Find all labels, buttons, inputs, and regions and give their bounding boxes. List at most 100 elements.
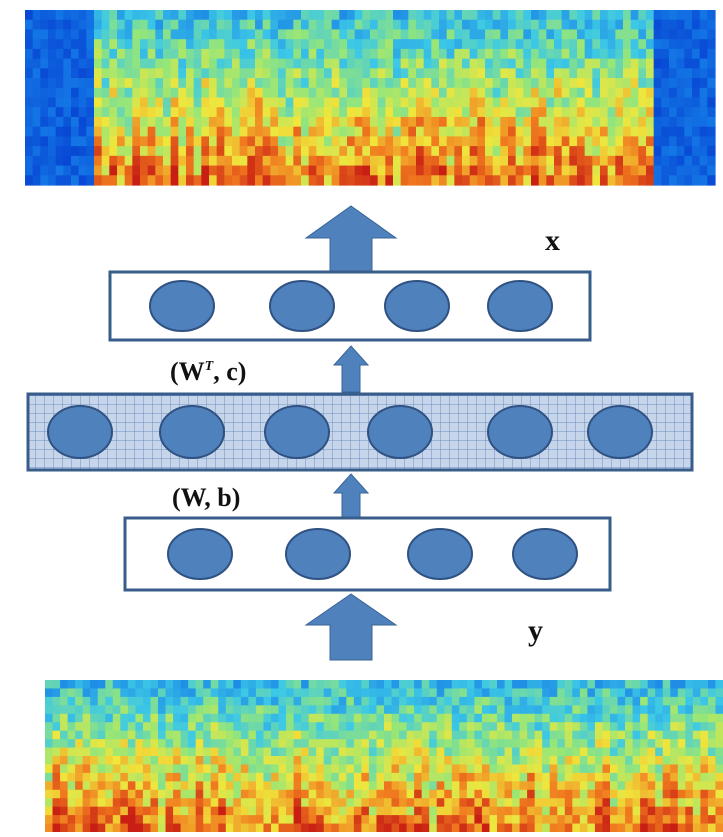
spectrogram-cell [90,756,98,765]
spectrogram-cell [209,59,217,69]
spectrogram-cell [117,166,125,176]
spectrogram-cell [376,731,384,740]
spectrogram-cell [640,688,648,697]
spectrogram-cell [692,127,700,137]
spectrogram-cell [347,49,355,59]
spectrogram-cell [508,68,516,78]
spectrogram-cell [63,39,71,49]
spectrogram-cell [523,127,531,137]
spectrogram-cell [370,59,378,69]
spectrogram-cell [439,175,447,185]
spectrogram-cell [155,49,163,59]
spectrogram-cell [512,680,520,689]
spectrogram-cell [109,49,117,59]
spectrogram-cell [633,739,641,748]
spectrogram-cell [569,146,577,156]
spectrogram-cell [700,146,708,156]
spectrogram-cell [248,773,256,782]
spectrogram-cell [539,39,547,49]
spectrogram-cell [539,136,547,146]
spectrogram-cell [424,156,432,166]
spectrogram-cell [196,824,204,832]
spectrogram-cell [68,824,76,832]
spectrogram-cell [370,107,378,117]
spectrogram-cell [166,790,174,799]
spectrogram-cell [638,166,646,176]
spectrogram-cell [437,824,445,832]
spectrogram-cell [669,59,677,69]
spectrogram-cell [429,697,437,706]
spectrogram-cell [270,68,278,78]
spectrogram-cell [45,790,53,799]
spectrogram-cell [339,705,347,714]
spectrogram-cell [271,824,279,832]
spectrogram-cell [132,107,140,117]
spectrogram-cell [113,705,121,714]
spectrogram-cell [393,117,401,127]
spectrogram-cell [316,78,324,88]
spectrogram-cell [113,798,121,807]
spectrogram-cell [572,781,580,790]
spectrogram-cell [431,166,439,176]
spectrogram-cell [625,815,633,824]
spectrogram-cell [459,815,467,824]
spectrogram-cell [474,688,482,697]
spectrogram-cell [60,756,68,765]
spectrogram-cell [224,156,232,166]
spectrogram-cell [117,175,125,185]
spectrogram-cell [226,790,234,799]
spectrogram-cell [520,764,528,773]
spectrogram-cell [587,807,595,816]
spectrogram-cell [661,117,669,127]
spectrogram-cell [562,88,570,98]
spectrogram-cell [166,798,174,807]
spectrogram-cell [196,714,204,723]
spectrogram-cell [669,136,677,146]
spectrogram-cell [98,790,106,799]
spectrogram-cell [577,20,585,30]
spectrogram-cell [86,166,94,176]
spectrogram-cell [263,688,271,697]
spectrogram-cell [376,807,384,816]
spectrogram-cell [562,136,570,146]
spectrogram-cell [278,166,286,176]
spectrogram-cell [587,688,595,697]
spectrogram-cell [105,697,113,706]
spectrogram-cell [677,49,685,59]
spectrogram-cell [301,107,309,117]
spectrogram-cell [692,146,700,156]
spectrogram-cell [407,773,415,782]
spectrogram-cell [557,697,565,706]
spectrogram-cell [263,29,271,39]
spectrogram-cell [602,790,610,799]
spectrogram-cell [654,146,662,156]
spectrogram-cell [542,748,550,757]
spectrogram-cell [531,59,539,69]
spectrogram-cell [618,824,626,832]
spectrogram-cell [79,78,87,88]
spectrogram-cell [516,127,524,137]
spectrogram-cell [186,78,194,88]
spectrogram-cell [226,807,234,816]
spectrogram-cell [437,815,445,824]
spectrogram-cell [470,88,478,98]
spectrogram-cell [233,739,241,748]
spectrogram-cell [535,714,543,723]
spectrogram-cell [233,705,241,714]
spectrogram-cell [155,107,163,117]
spectrogram-cell [362,88,370,98]
spectrogram-cell [661,78,669,88]
spectrogram-cell [211,705,219,714]
spectrogram-cell [700,78,708,88]
spectrogram-cell [241,697,249,706]
spectrogram-cell [218,697,226,706]
spectrogram-cell [700,117,708,127]
spectrogram-cell [128,815,136,824]
spectrogram-cell [407,748,415,757]
spectrogram-cell [120,722,128,731]
spectrogram-cell [125,10,133,20]
spectrogram-cell [324,78,332,88]
spectrogram-cell [523,166,531,176]
spectrogram-cell [196,807,204,816]
spectrogram-cell [462,10,470,20]
